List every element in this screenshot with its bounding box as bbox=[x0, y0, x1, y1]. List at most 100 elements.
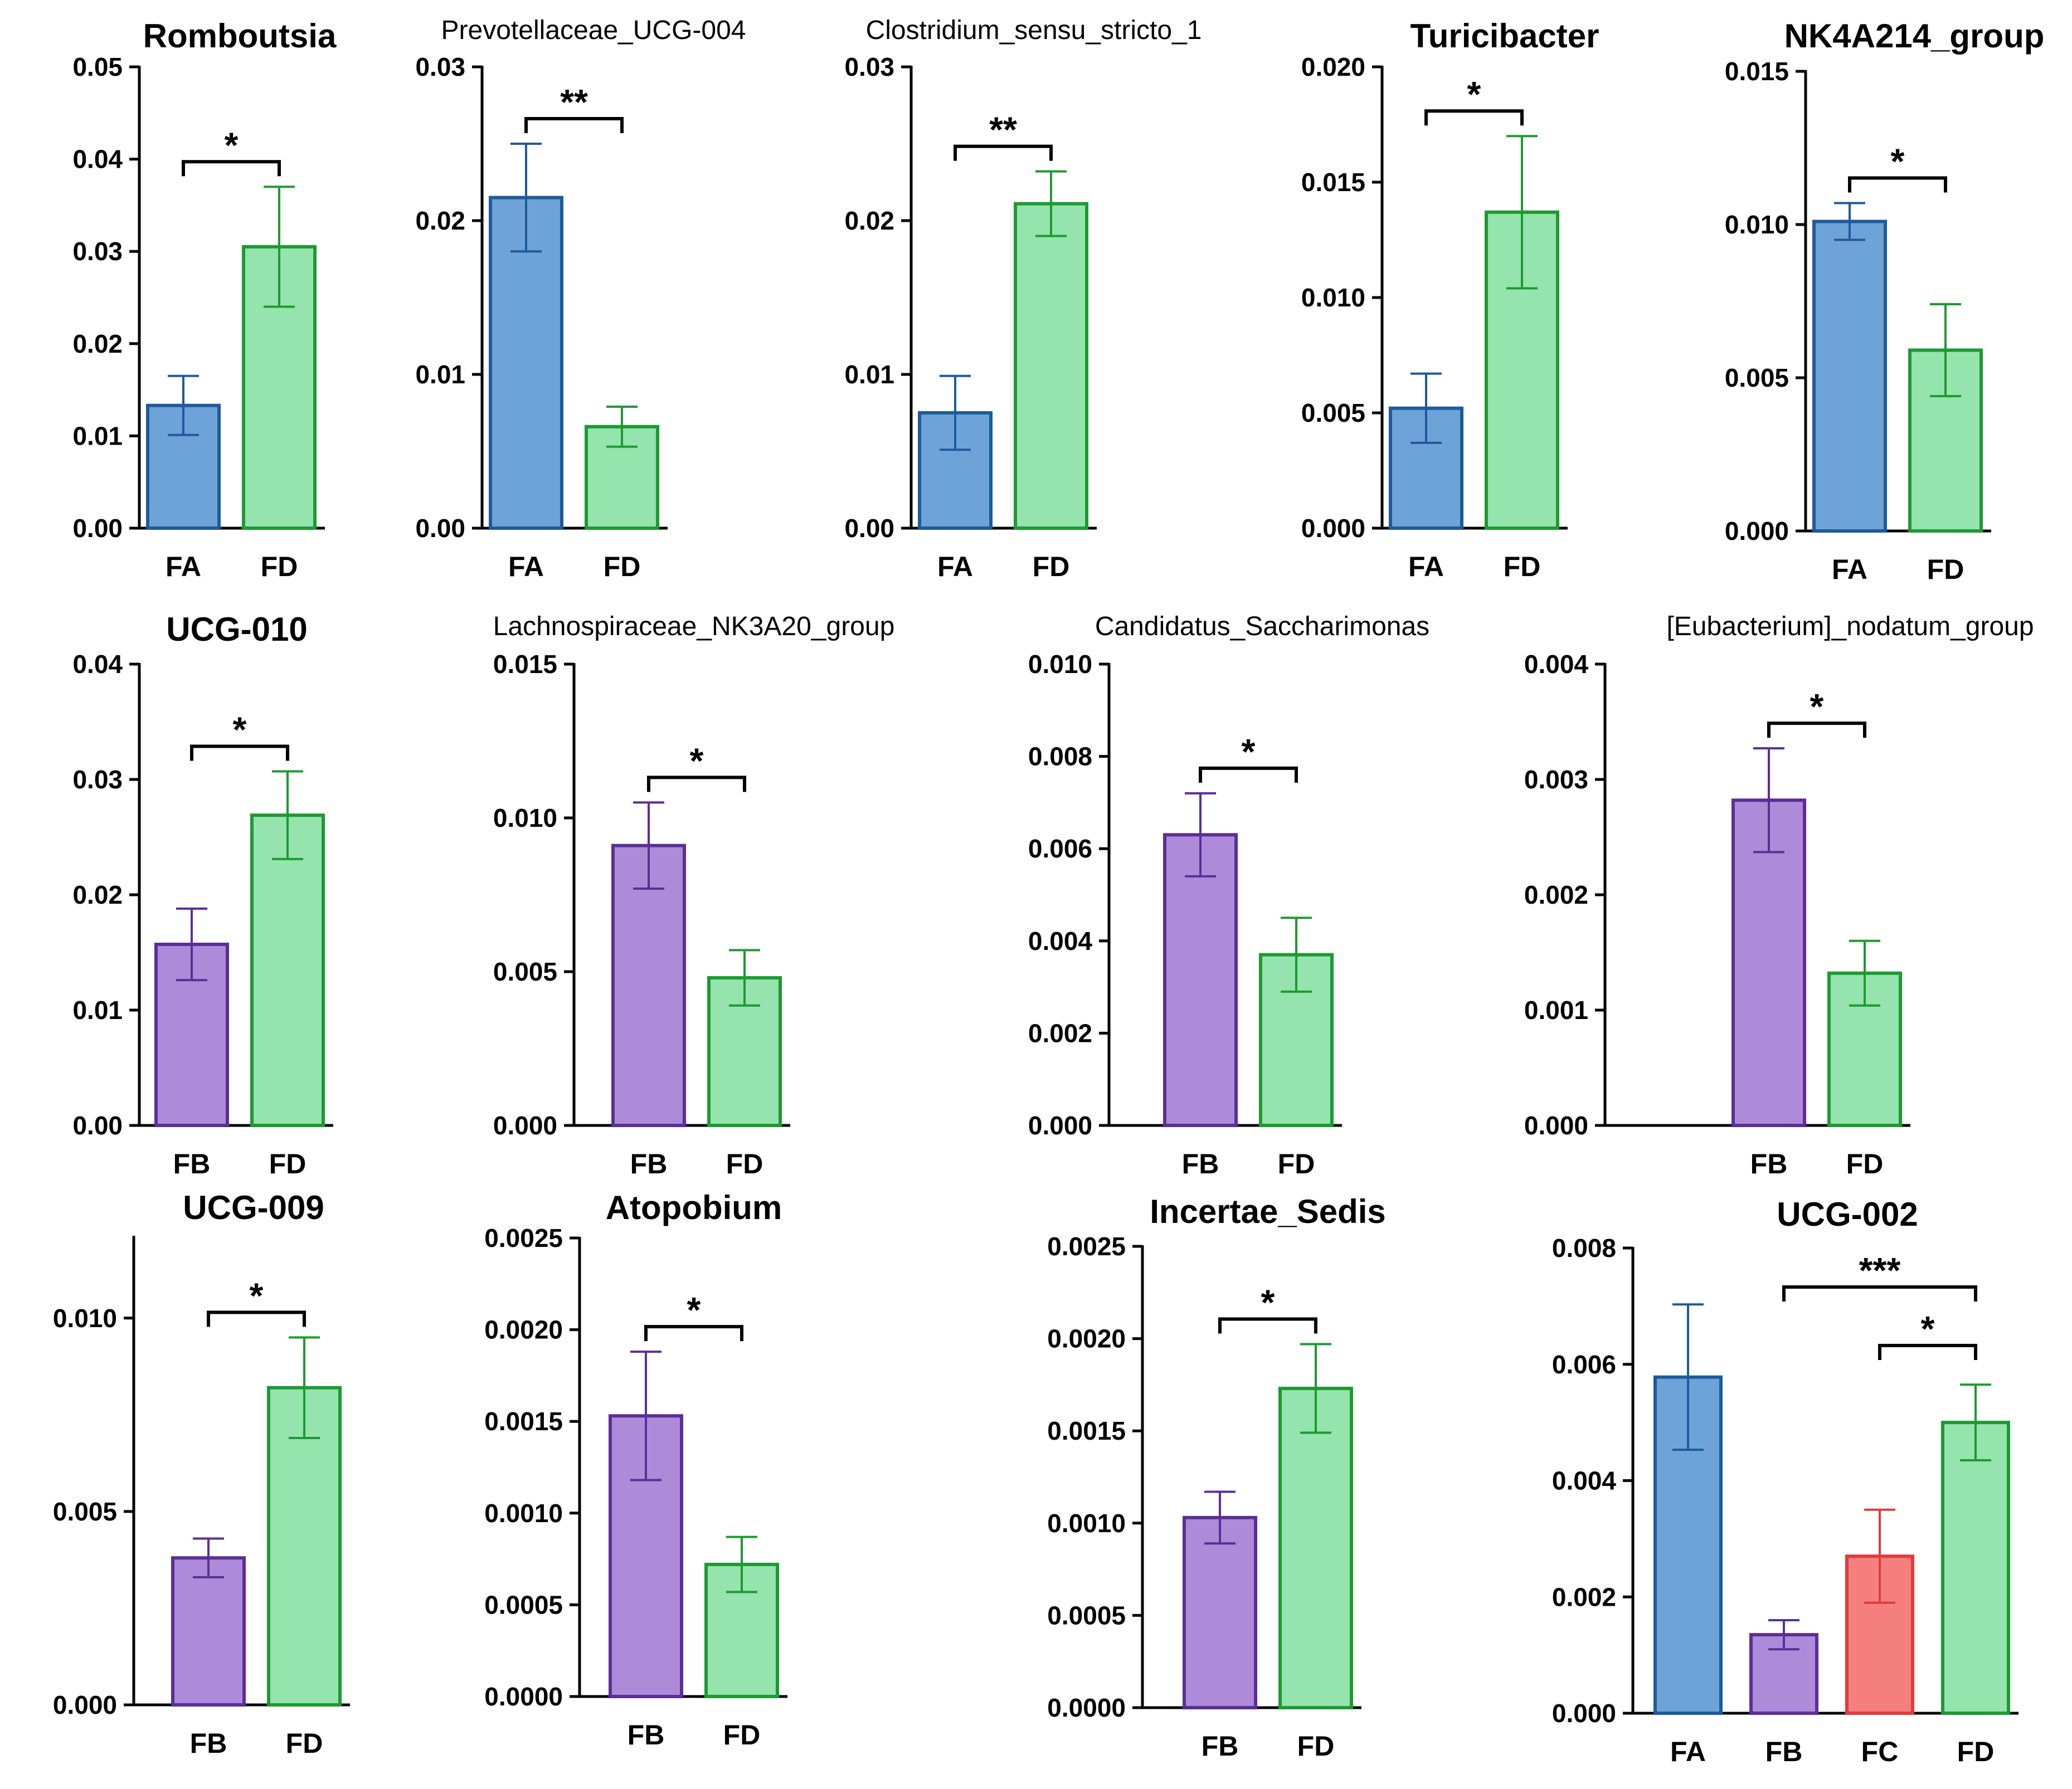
y-tick-label: 0.01 bbox=[844, 360, 894, 389]
significance-label: *** bbox=[1859, 1250, 1901, 1290]
significance-bracket bbox=[1878, 1344, 1977, 1360]
significance-label: * bbox=[225, 125, 239, 165]
chart-title: UCG-002 bbox=[1777, 1196, 1918, 1233]
chart-panel-10: UCG-009 0.000 0.005 0.010 FB FD * bbox=[53, 1189, 350, 1759]
y-tick-label: 0.010 bbox=[1725, 210, 1789, 239]
chart-title: UCG-009 bbox=[183, 1189, 324, 1226]
x-tick-label: FD bbox=[269, 1148, 307, 1179]
significance-label: * bbox=[690, 740, 704, 781]
y-tick-label: 0.000 bbox=[53, 1690, 117, 1719]
bar-FD bbox=[1014, 202, 1088, 530]
y-tick-label: 0.010 bbox=[1301, 283, 1365, 312]
y-tick-label: 0.03 bbox=[72, 237, 123, 266]
bar-FD bbox=[267, 1386, 342, 1707]
y-tick-label: 0.004 bbox=[1552, 1466, 1617, 1495]
bar-FD bbox=[250, 813, 325, 1128]
y-tick-label: 0.005 bbox=[1725, 363, 1789, 392]
chart-title: [Eubacterium]_nodatum_group bbox=[1666, 612, 2034, 641]
chart-title: Turicibacter bbox=[1410, 17, 1599, 55]
significance-label: * bbox=[1467, 74, 1481, 114]
y-tick-label: 0.006 bbox=[1028, 834, 1092, 863]
y-tick-label: 0.006 bbox=[1552, 1350, 1616, 1379]
chart-panel-5: NK4A214_group 0.000 0.005 0.010 0.015 FA FD * bbox=[1725, 17, 2045, 585]
x-tick-label: FA bbox=[1670, 1736, 1706, 1767]
significance-label: * bbox=[1810, 686, 1824, 727]
chart-title: Romboutsia bbox=[143, 17, 337, 55]
bar-FB bbox=[1163, 833, 1238, 1127]
significance-label: * bbox=[250, 1275, 264, 1315]
x-tick-label: FD bbox=[1927, 554, 1964, 585]
significance-bracket bbox=[647, 776, 746, 792]
y-tick-label: 0.03 bbox=[415, 52, 465, 81]
y-tick-label: 0.0025 bbox=[1047, 1232, 1126, 1261]
significance-label: ** bbox=[560, 82, 588, 122]
significance-bracket bbox=[1782, 1285, 1977, 1301]
x-tick-label: FD bbox=[286, 1728, 323, 1759]
significance-label: * bbox=[1921, 1309, 1935, 1349]
y-tick-label: 0.01 bbox=[72, 996, 123, 1025]
chart-panel-7: Lachnospiraceae_NK3A20_group 0.000 0.005 0.… bbox=[493, 612, 895, 1179]
y-tick-label: 0.0000 bbox=[1047, 1693, 1126, 1722]
chart-title: Atopobium bbox=[606, 1189, 782, 1226]
x-tick-label: FB bbox=[628, 1719, 665, 1751]
y-tick-label: 0.003 bbox=[1524, 765, 1588, 794]
y-tick-label: 0.000 bbox=[1725, 516, 1789, 545]
bar-FB bbox=[171, 1556, 246, 1707]
bar-FB bbox=[1183, 1515, 1257, 1709]
chart-title: UCG-010 bbox=[166, 611, 307, 648]
y-tick-label: 0.002 bbox=[1552, 1582, 1616, 1611]
x-tick-label: FB bbox=[1182, 1148, 1219, 1179]
x-tick-label: FB bbox=[1765, 1736, 1803, 1767]
x-tick-label: FB bbox=[190, 1728, 227, 1759]
y-tick-label: 0.01 bbox=[72, 421, 123, 450]
significance-bracket bbox=[644, 1325, 743, 1342]
chart-panel-3: Clostridium_sensu_stricto_1 0.00 0.01 0.02 0… bbox=[844, 16, 1202, 582]
x-tick-label: FD bbox=[723, 1719, 761, 1751]
significance-label: * bbox=[1891, 142, 1905, 182]
bar-FB bbox=[1731, 798, 1806, 1127]
y-tick-label: 0.000 bbox=[1028, 1111, 1092, 1140]
significance-bracket bbox=[182, 160, 281, 177]
y-tick-label: 0.002 bbox=[1028, 1018, 1092, 1047]
significance-bracket bbox=[1199, 766, 1298, 783]
chart-panel-13: UCG-002 0.000 0.002 0.004 0.006 0.008 FA FB FC FD… bbox=[1552, 1196, 2019, 1767]
x-tick-label: FB bbox=[1750, 1148, 1788, 1179]
chart-panel-6: UCG-010 0.00 0.01 0.02 0.03 0.04 FB FD * bbox=[72, 611, 333, 1179]
x-tick-label: FD bbox=[1957, 1736, 1995, 1767]
chart-panel-8: Candidatus_Saccharimonas 0.000 0.002 0.004 0… bbox=[1028, 612, 1429, 1179]
chart-panel-12: Incertae_Sedis 0.0000 0.0005 0.0010 0.0015 0.… bbox=[1047, 1193, 1385, 1762]
y-tick-label: 0.05 bbox=[72, 52, 123, 81]
y-tick-label: 0.0020 bbox=[1047, 1324, 1126, 1353]
chart-panel-4: Turicibacter 0.000 0.005 0.010 0.015 0.020 FA F… bbox=[1301, 17, 1599, 582]
y-tick-label: 0.00 bbox=[72, 1111, 123, 1140]
y-tick-label: 0.00 bbox=[415, 514, 465, 543]
chart-panel-1: Romboutsia 0.00 0.01 0.02 0.03 0.04 0.05 FA FD * bbox=[72, 17, 336, 582]
significance-bracket bbox=[1848, 176, 1947, 193]
y-tick-label: 0.000 bbox=[1524, 1111, 1588, 1140]
chart-title: Candidatus_Saccharimonas bbox=[1095, 612, 1429, 641]
x-tick-label: FD bbox=[1846, 1148, 1884, 1179]
y-tick-label: 0.03 bbox=[72, 765, 123, 794]
y-tick-label: 0.008 bbox=[1028, 742, 1092, 771]
y-tick-label: 0.015 bbox=[1301, 168, 1365, 197]
y-tick-label: 0.005 bbox=[1301, 398, 1365, 427]
significance-bracket bbox=[207, 1310, 306, 1327]
y-tick-label: 0.000 bbox=[1301, 514, 1365, 543]
chart-title: NK4A214_group bbox=[1784, 17, 2045, 55]
x-tick-label: FB bbox=[630, 1148, 668, 1179]
x-tick-label: FA bbox=[508, 551, 544, 582]
y-tick-label: 0.001 bbox=[1524, 996, 1588, 1025]
significance-label: * bbox=[1261, 1283, 1275, 1323]
significance-bracket bbox=[1218, 1317, 1317, 1334]
significance-bracket bbox=[954, 144, 1053, 161]
chart-title: Clostridium_sensu_stricto_1 bbox=[866, 16, 1202, 45]
y-tick-label: 0.015 bbox=[1725, 57, 1789, 86]
y-tick-label: 0.010 bbox=[493, 803, 557, 832]
bar-FB bbox=[611, 844, 686, 1128]
y-tick-label: 0.00 bbox=[844, 514, 894, 543]
y-tick-label: 0.010 bbox=[1028, 650, 1092, 679]
y-tick-label: 0.02 bbox=[415, 206, 465, 235]
x-tick-label: FB bbox=[1202, 1730, 1239, 1762]
